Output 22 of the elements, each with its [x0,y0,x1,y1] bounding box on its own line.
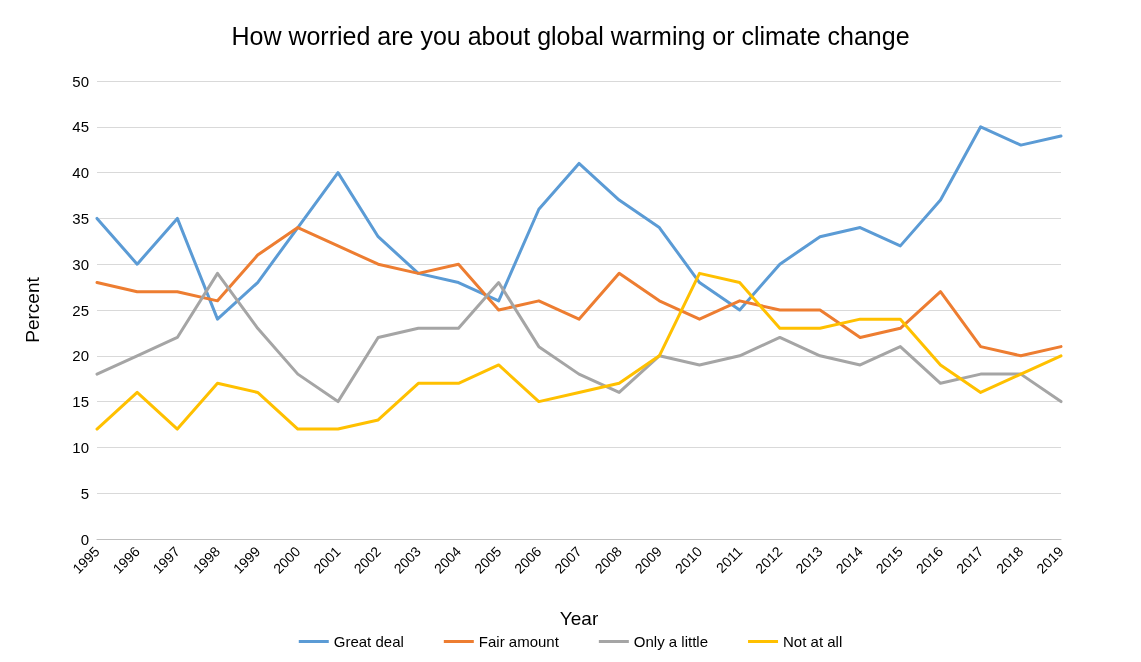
legend-label: Fair amount [478,633,560,650]
x-axis-title: Year [559,608,599,629]
legend-label: Not at all [783,633,843,650]
y-tick-label: 40 [72,164,89,182]
y-tick-label: 35 [72,209,89,227]
y-tick-label: 30 [72,255,89,273]
y-tick-label: 5 [80,484,89,502]
y-tick-label: 45 [72,118,89,136]
y-axis-title: Percent [22,276,43,343]
y-tick-label: 15 [72,393,89,411]
y-tick-label: 50 [72,72,89,90]
line-series [95,271,1063,404]
legend-label: Great deal [333,633,404,650]
chart-title: How worried are you about global warming or climate change [231,21,910,50]
line-series [95,271,1063,431]
line-series [95,125,1063,321]
line-series [95,226,1063,358]
legend-label: Only a little [633,633,709,650]
y-tick-label: 0 [80,530,89,548]
y-tick-label: 25 [72,301,89,319]
y-tick-label: 20 [72,347,89,365]
y-tick-label: 10 [72,438,89,456]
